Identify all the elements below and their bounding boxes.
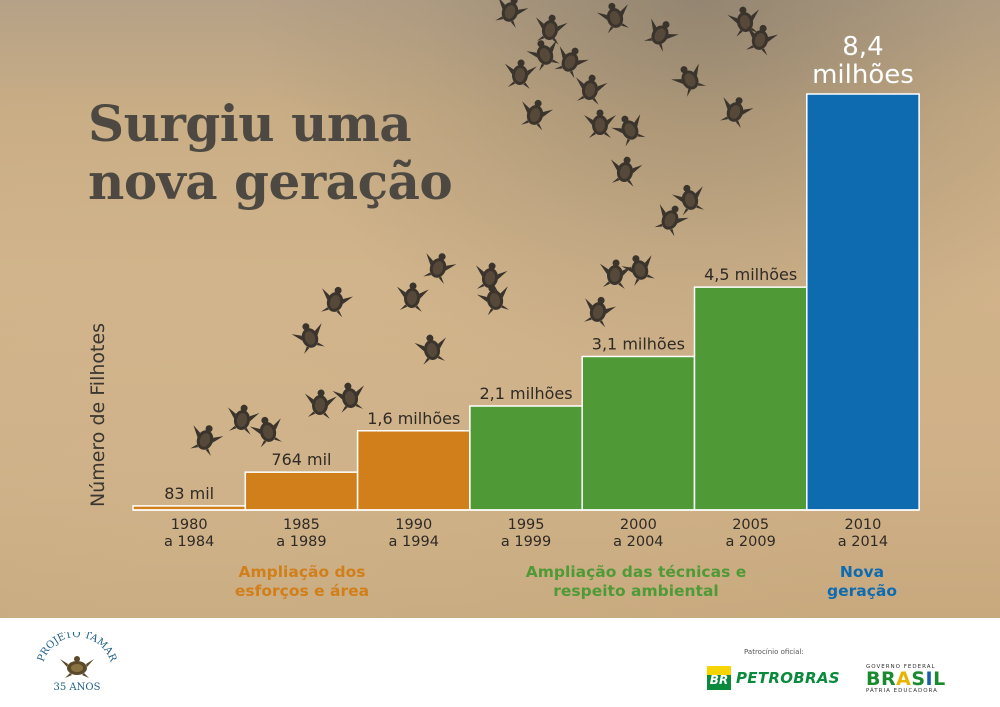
bar-2 — [244, 471, 359, 511]
phase-2-line-2: respeito ambiental — [553, 582, 719, 600]
turtle-seal-icon — [60, 656, 94, 678]
phase-label-2: Ampliação das técnicas e respeito ambien… — [480, 563, 792, 601]
turtle-hatchling-icon — [720, 97, 754, 128]
petrobras-name: PETROBRAS — [736, 669, 840, 687]
value-label-7: 8,4 milhões — [812, 32, 914, 90]
tick-label-1: 1980 a 1984 — [164, 517, 214, 550]
turtle-hatchling-icon — [521, 99, 554, 131]
brasil-top-text: GOVERNO FEDERAL — [866, 664, 936, 670]
phase-label-1: Ampliação dos esforços e área — [190, 563, 414, 601]
turtle-hatchling-icon — [321, 286, 354, 318]
phase-3-line-2: geração — [826, 582, 897, 600]
bar-5 — [581, 355, 696, 511]
sponsor-label: Patrocínio oficial: — [744, 648, 804, 656]
turtle-hatchling-icon — [584, 109, 616, 138]
brasil-wordmark: BRASIL — [866, 668, 946, 690]
tick-label-4: 1995 a 1999 — [501, 517, 551, 550]
turtle-hatchling-icon — [227, 404, 260, 435]
tick-label-6: 2005 a 2009 — [725, 517, 775, 550]
headline-line-2: nova geração — [88, 152, 453, 211]
logo-years-text: 35 ANOS — [54, 682, 101, 693]
turtle-hatchling-icon — [249, 416, 282, 448]
turtle-hatchling-icon — [535, 14, 568, 45]
phase-1-line-2: esforços e área — [234, 582, 370, 600]
turtle-hatchling-icon — [611, 114, 646, 147]
turtle-hatchlings-illustration — [190, 0, 779, 456]
turtle-hatchling-icon — [414, 334, 447, 365]
phase-3-line-1: Nova — [839, 563, 885, 581]
value-label-3: 1,6 milhões — [367, 409, 460, 428]
bar-4 — [469, 405, 583, 511]
tick-label-7: 2010 a 2014 — [838, 517, 888, 550]
br-mark-text: BR — [709, 673, 729, 687]
bar-6 — [693, 286, 808, 511]
turtle-hatchling-icon — [727, 6, 760, 37]
br-mark-icon: BR — [707, 666, 731, 690]
value-label-6: 4,5 milhões — [704, 265, 797, 284]
petrobras-logo: BR PETROBRAS — [707, 666, 840, 690]
turtle-hatchling-icon — [654, 204, 689, 237]
tick-label-2: 1985 a 1989 — [276, 517, 326, 550]
y-axis-label: Número de Filhotes — [87, 323, 109, 507]
turtle-hatchling-icon — [643, 18, 679, 52]
turtle-hatchling-icon — [476, 284, 509, 316]
turtle-hatchling-icon — [671, 184, 704, 216]
value-label-4: 2,1 milhões — [479, 384, 572, 403]
hatchlings-bar-chart: 1980 a 1984 1985 a 1989 1990 a 1994 1995 a 1999… — [87, 32, 920, 550]
turtle-hatchling-icon — [332, 382, 365, 413]
bar-3 — [356, 430, 471, 511]
headline-line-1: Surgiu uma — [88, 94, 412, 153]
bar-7 — [806, 93, 920, 511]
tick-label-5: 2000 a 2004 — [613, 517, 663, 550]
phase-2-line-1: Ampliação das técnicas e — [525, 563, 747, 581]
projeto-tamar-logo: PROJETO TAMAR 35 ANOS — [36, 632, 119, 693]
value-label-5: 3,1 milhões — [592, 334, 685, 353]
turtle-hatchling-icon — [671, 63, 707, 97]
value-label-2: 764 mil — [271, 450, 331, 469]
brasil-government-logo: GOVERNO FEDERAL BRASIL PÁTRIA EDUCADORA — [866, 664, 950, 694]
brasil-bottom-text: PÁTRIA EDUCADORA — [866, 688, 938, 694]
turtle-hatchling-icon — [396, 282, 429, 312]
phase-label-3: Nova geração — [806, 563, 918, 601]
value-labels-group: 83 mil 764 mil 1,6 milhões 2,1 milhões 3,1 m… — [164, 32, 914, 503]
turtle-hatchling-icon — [526, 40, 560, 71]
turtle-hatchling-icon — [584, 296, 617, 328]
turtle-hatchling-icon — [610, 156, 643, 187]
turtle-hatchling-icon — [575, 74, 608, 105]
tick-label-3: 1990 a 1994 — [389, 517, 439, 550]
tick-labels-group: 1980 a 1984 1985 a 1989 1990 a 1994 1995 a 1999… — [164, 517, 888, 550]
phase-1-line-1: Ampliação dos — [238, 563, 366, 581]
turtle-hatchling-icon — [423, 253, 457, 284]
turtle-hatchling-icon — [504, 59, 537, 89]
bars-group — [132, 93, 920, 511]
turtle-hatchling-icon — [190, 425, 224, 456]
turtle-hatchling-icon — [495, 0, 529, 28]
turtle-hatchling-icon — [599, 259, 632, 289]
footer — [0, 618, 1000, 707]
turtle-hatchling-icon — [304, 389, 337, 419]
headline: Surgiu uma nova geração — [88, 94, 453, 211]
turtle-hatchling-icon — [621, 255, 655, 286]
value-label-1: 83 mil — [164, 484, 214, 503]
